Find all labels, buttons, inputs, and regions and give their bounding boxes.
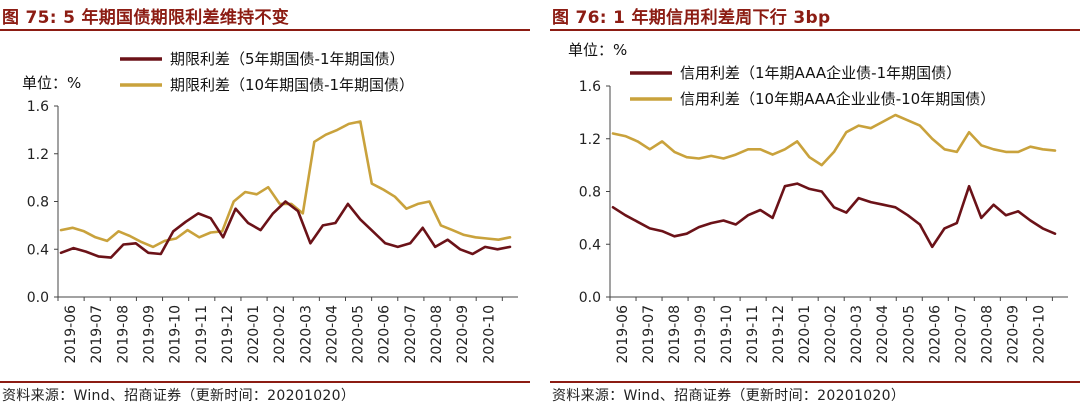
source-rule (550, 381, 1080, 383)
x-tick-label: 2019-06 (63, 305, 79, 364)
x-tick-label: 2019-12 (771, 305, 787, 364)
x-tick-label: 2019-10 (719, 305, 735, 364)
y-tick-label: 1.2 (579, 132, 601, 148)
x-tick-label: 2020-01 (797, 305, 813, 364)
x-tick-label: 2020-06 (377, 305, 393, 364)
series-line (611, 113, 1057, 167)
x-tick-label: 2020-01 (246, 305, 262, 364)
x-tick-label: 2019-08 (115, 305, 131, 364)
right-chart-panel: 图 76: 1 年期信用利差周下行 3bp 0.0 0.4 0.8 1.2 1.6 201… (550, 0, 1080, 409)
x-tick-label: 2020-07 (403, 305, 419, 364)
y-tick-label: 0.0 (579, 290, 601, 306)
x-tick-label: 2019-09 (141, 305, 157, 364)
y-tick-label: 0.8 (27, 195, 49, 211)
x-tick-label: 2020-09 (455, 305, 471, 364)
y-tick-label: 0.4 (27, 242, 49, 258)
unit-label: 单位：% (22, 74, 81, 92)
legend-label: 期限利差（10年期国债-1年期国债） (170, 76, 414, 94)
x-tick-label: 2019-08 (667, 305, 683, 364)
series-line (59, 120, 512, 249)
title-rule (0, 29, 530, 31)
x-tick-label: 2020-05 (901, 305, 917, 364)
x-tick-label: 2020-02 (272, 305, 288, 364)
chart-title: 图 75: 5 年期国债期限利差维持不变 (2, 8, 290, 28)
term-spread-chart: 0.0 0.4 0.8 1.2 1.6 2019-06 2019-07 2019-08 2019… (22, 50, 518, 364)
legend-label: 期限利差（5年期国债-1年期国债） (170, 50, 405, 68)
source-rule (0, 381, 530, 383)
x-tick-label: 2020-02 (823, 305, 839, 364)
x-tick-label: 2019-12 (220, 305, 236, 364)
x-tick-label: 2019-07 (641, 305, 657, 364)
x-tick-label: 2020-10 (481, 305, 497, 364)
x-tick-label: 2019-07 (89, 305, 105, 364)
legend-label: 信用利差（10年期AAA企业业债-10年期国债） (680, 90, 995, 108)
y-tick-label: 1.6 (579, 79, 601, 95)
unit-label: 单位：% (568, 41, 627, 59)
x-tick-label: 2020-06 (927, 305, 943, 364)
x-tick-label: 2019-09 (693, 305, 709, 364)
x-tick-label: 2020-07 (953, 305, 969, 364)
y-tick-label: 0.8 (579, 185, 601, 201)
x-tick-label: 2020-08 (979, 305, 995, 364)
source-note: 资料来源：Wind、招商证券（更新时间：20201020） (2, 388, 356, 404)
chart-title: 图 76: 1 年期信用利差周下行 3bp (552, 8, 831, 28)
series-line (59, 200, 512, 259)
x-tick-label: 2020-03 (298, 305, 314, 364)
y-tick-label: 1.2 (27, 147, 49, 163)
source-note: 资料来源：Wind、招商证券（更新时间：20201020） (552, 388, 906, 404)
y-tick-label: 1.6 (27, 99, 49, 115)
legend-label: 信用利差（1年期AAA企业债-1年期国债） (680, 64, 961, 82)
x-tick-label: 2019-06 (615, 305, 631, 364)
series-line (611, 182, 1057, 249)
x-tick-label: 2020-05 (351, 305, 367, 364)
y-tick-label: 0.0 (27, 290, 49, 306)
x-tick-label: 2020-04 (324, 305, 340, 364)
credit-spread-chart: 0.0 0.4 0.8 1.2 1.6 2019-06 2019-07 2019-08 2019… (568, 41, 1068, 364)
x-tick-label: 2019-10 (168, 305, 184, 364)
x-tick-label: 2020-10 (1031, 305, 1047, 364)
x-tick-label: 2020-03 (849, 305, 865, 364)
x-tick-label: 2020-04 (875, 305, 891, 364)
x-tick-label: 2020-09 (1005, 305, 1021, 364)
x-tick-label: 2020-08 (429, 305, 445, 364)
x-tick-label: 2019-11 (745, 305, 761, 364)
y-tick-label: 0.4 (579, 237, 601, 253)
left-chart-panel: 图 75: 5 年期国债期限利差维持不变 0.0 0.4 0.8 1.2 1.6 2019… (0, 0, 530, 409)
x-tick-label: 2019-11 (194, 305, 210, 364)
title-rule (550, 29, 1080, 31)
